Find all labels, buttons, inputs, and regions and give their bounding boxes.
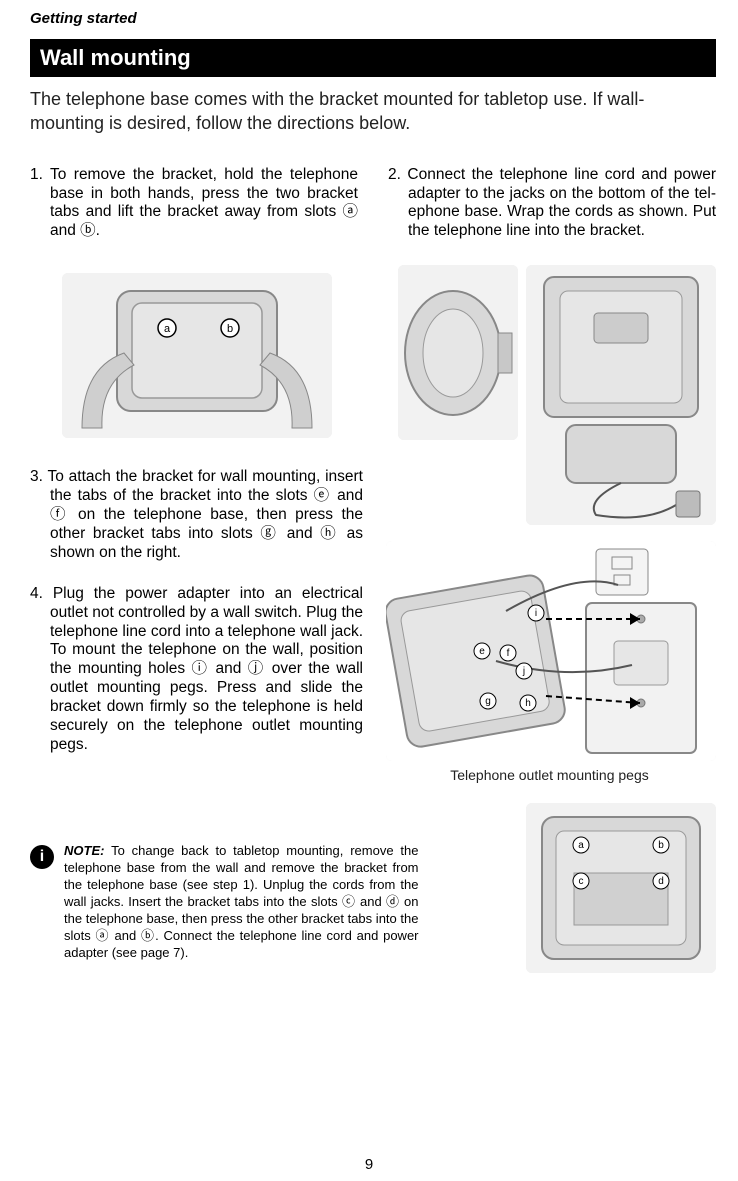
step-4-text: 4. Plug the power adapter into an electr… bbox=[30, 585, 363, 755]
svg-text:g: g bbox=[485, 696, 491, 707]
note-block: i NOTE: To change back to tabletop mount… bbox=[30, 843, 419, 961]
step-2-text: 2. Connect the telephone line cord and p… bbox=[388, 166, 716, 242]
note-text: NOTE: To change back to tabletop mountin… bbox=[64, 843, 419, 961]
svg-text:j: j bbox=[522, 666, 525, 677]
svg-text:e: e bbox=[479, 646, 485, 657]
svg-text:a: a bbox=[578, 840, 584, 851]
caption-pegs: Telephone outlet mounting pegs bbox=[383, 767, 716, 783]
figure-3: i e f j g h bbox=[386, 541, 716, 761]
note-body: To change back to tabletop mounting, rem… bbox=[64, 843, 419, 959]
svg-text:i: i bbox=[535, 608, 537, 619]
note-label: NOTE: bbox=[64, 843, 104, 858]
figure-4: a b c d bbox=[526, 803, 716, 973]
info-icon: i bbox=[30, 845, 54, 869]
page-number: 9 bbox=[0, 1156, 738, 1173]
svg-text:b: b bbox=[226, 323, 232, 335]
header-label: Getting started bbox=[30, 10, 716, 27]
intro-text: The telephone base comes with the bracke… bbox=[30, 87, 716, 136]
svg-text:d: d bbox=[658, 876, 664, 887]
step-3-text: 3. To attach the bracket for wall mounti… bbox=[30, 468, 363, 563]
svg-text:a: a bbox=[163, 323, 170, 335]
svg-text:c: c bbox=[579, 876, 584, 887]
svg-text:b: b bbox=[658, 840, 664, 851]
figure-2b bbox=[526, 265, 716, 525]
step-1-text: 1. To remove the bracket, hold the telep… bbox=[30, 166, 358, 242]
figure-2a bbox=[398, 265, 518, 440]
bottom-area: i NOTE: To change back to tabletop mount… bbox=[30, 803, 716, 973]
figure-1: a b bbox=[62, 273, 332, 438]
steps-row-1: 1. To remove the bracket, hold the telep… bbox=[30, 166, 716, 256]
svg-text:h: h bbox=[525, 698, 531, 709]
svg-text:f: f bbox=[507, 648, 510, 659]
section-title-bar: Wall mounting bbox=[30, 39, 716, 77]
